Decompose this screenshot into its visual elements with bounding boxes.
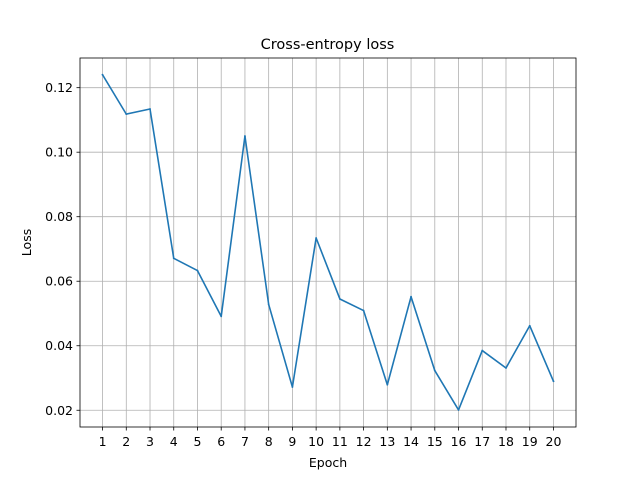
loss-series-line bbox=[101, 73, 555, 411]
plot-frame bbox=[79, 57, 577, 428]
x-tick-label: 6 bbox=[217, 434, 225, 449]
x-tick-label: 2 bbox=[122, 434, 130, 449]
x-tick-label: 7 bbox=[241, 434, 249, 449]
data-point bbox=[172, 257, 175, 260]
y-axis-label: Loss bbox=[19, 229, 34, 256]
data-point bbox=[101, 73, 104, 76]
y-tick-label: 0.12 bbox=[45, 80, 73, 95]
data-point bbox=[433, 369, 436, 372]
x-tick-label: 17 bbox=[474, 434, 490, 449]
x-tick-label: 8 bbox=[265, 434, 273, 449]
data-point bbox=[481, 349, 484, 352]
x-tick-label: 15 bbox=[427, 434, 443, 449]
x-tick-label: 18 bbox=[498, 434, 514, 449]
data-point bbox=[291, 386, 294, 388]
ticks: 1 2 3 4 5 6 7 8 9 10 11 12 13 14 15 16 17 18 19 200.020.040… bbox=[45, 80, 561, 449]
x-tick-label: 10 bbox=[308, 434, 324, 449]
data-point bbox=[552, 380, 555, 383]
data-point bbox=[125, 113, 128, 116]
x-tick-label: 3 bbox=[146, 434, 154, 449]
x-tick-label: 20 bbox=[546, 434, 562, 449]
data-point bbox=[315, 237, 318, 239]
data-point bbox=[196, 269, 199, 272]
x-tick-label: 14 bbox=[403, 434, 419, 449]
x-tick-label: 9 bbox=[288, 434, 296, 449]
x-tick-label: 5 bbox=[193, 434, 201, 449]
y-tick-label: 0.06 bbox=[45, 274, 73, 289]
data-point bbox=[410, 295, 412, 298]
data-point bbox=[149, 108, 151, 110]
y-tick-label: 0.08 bbox=[45, 209, 73, 224]
x-tick-label: 13 bbox=[379, 434, 395, 449]
x-tick-label: 4 bbox=[170, 434, 178, 449]
series-layer bbox=[101, 73, 555, 411]
data-point bbox=[528, 324, 531, 327]
x-tick-label: 11 bbox=[332, 434, 348, 449]
data-point bbox=[457, 409, 460, 411]
data-point bbox=[338, 298, 341, 300]
x-tick-label: 1 bbox=[99, 434, 107, 449]
y-tick-label: 0.02 bbox=[45, 403, 73, 418]
x-tick-label: 16 bbox=[451, 434, 467, 449]
data-point bbox=[220, 315, 223, 318]
x-axis-label: Epoch bbox=[309, 455, 347, 470]
x-tick-label: 19 bbox=[522, 434, 538, 449]
data-point bbox=[244, 135, 246, 137]
data-point bbox=[362, 309, 365, 312]
data-point bbox=[267, 303, 270, 306]
data-point bbox=[505, 367, 507, 369]
grid bbox=[80, 58, 576, 427]
y-tick-label: 0.10 bbox=[45, 145, 73, 160]
chart-title: Cross-entropy loss bbox=[261, 37, 395, 53]
y-tick-label: 0.04 bbox=[45, 338, 73, 353]
data-point bbox=[386, 383, 389, 386]
x-tick-label: 12 bbox=[356, 434, 372, 449]
